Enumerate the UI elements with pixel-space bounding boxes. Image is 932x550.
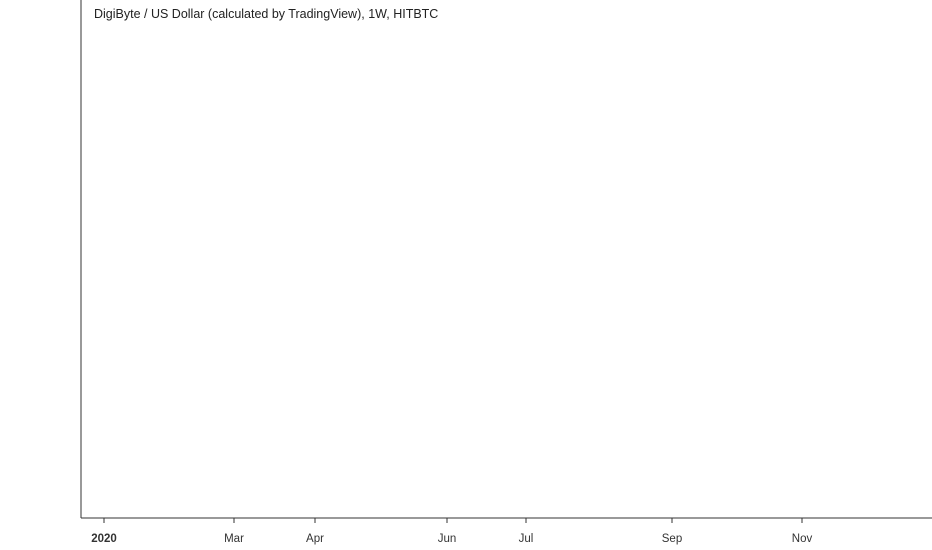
x-tick-label: Jul xyxy=(519,533,534,545)
chart-title: DigiByte / US Dollar (calculated by Trad… xyxy=(94,7,438,21)
y-axis: 0.17000000000.12000000000.09000000000.06… xyxy=(80,0,82,518)
x-tick-label: Nov xyxy=(792,533,813,545)
x-tick-label: Apr xyxy=(306,533,324,545)
x-axis: 2020 Mar Apr Jun Jul Sep Nov xyxy=(81,517,932,545)
x-tick-label: Mar xyxy=(224,533,244,545)
x-tick-label: 2020 xyxy=(91,533,117,545)
x-tick-label: Sep xyxy=(662,533,682,545)
x-tick-label: Jun xyxy=(438,533,457,545)
